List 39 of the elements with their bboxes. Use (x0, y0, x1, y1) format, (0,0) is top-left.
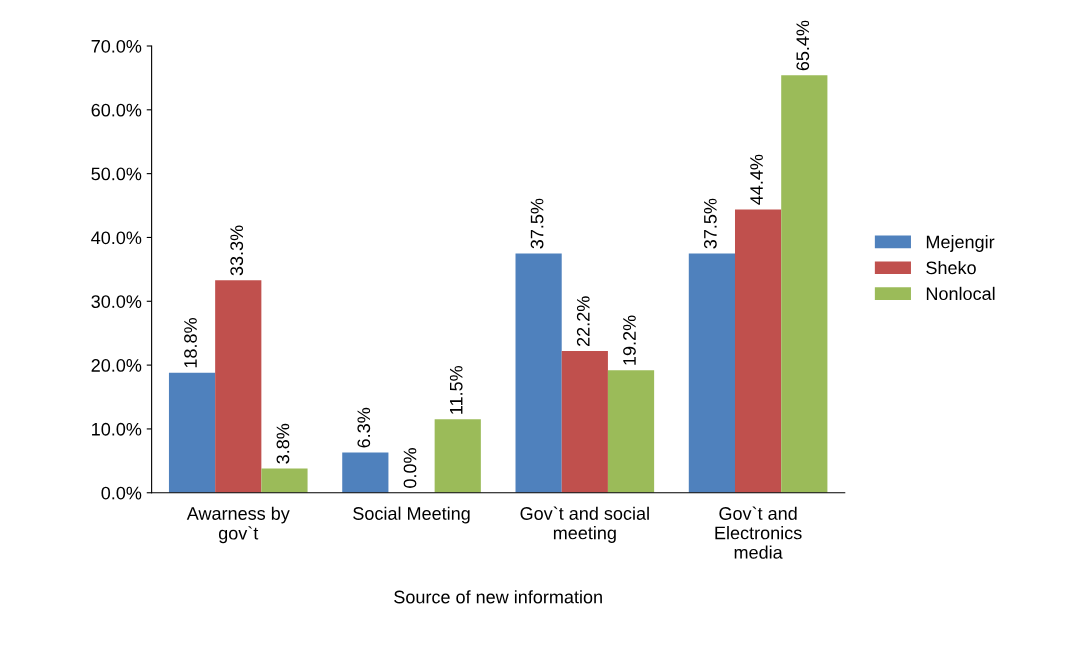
bar (688, 253, 735, 493)
x-tick-label: Gov`t and social meeting (520, 506, 649, 543)
bar (781, 75, 828, 493)
x-axis-title: Source of new information (394, 590, 602, 604)
x-tick-label: Awarness by gov`t (186, 506, 290, 544)
data-label: 6.3% (357, 407, 371, 448)
data-label: 3.8% (276, 423, 290, 464)
bar (607, 370, 655, 493)
x-tick-label: Gov`t and Electronics media (715, 506, 802, 559)
legend-label: Nonlocal (926, 286, 995, 301)
bar (561, 351, 608, 493)
data-label: 37.5% (530, 198, 544, 249)
y-tick-label: 20.0% (91, 359, 142, 372)
bar (261, 468, 308, 493)
data-label: 65.4% (796, 20, 810, 71)
y-tick-label: 30.0% (91, 295, 142, 308)
y-tick-label: 70.0% (91, 39, 142, 53)
bar (215, 280, 262, 493)
data-label: 11.5% (449, 365, 463, 414)
legend-label: Sheko (926, 260, 976, 275)
x-tick-label: Social Meeting (353, 506, 470, 524)
bar (515, 253, 562, 493)
data-label: 33.3% (230, 225, 244, 276)
data-label: 37.5% (703, 198, 717, 249)
y-tick-label: 10.0% (92, 422, 142, 436)
data-label: 19.2% (623, 315, 636, 365)
data-label: 44.4% (750, 154, 763, 205)
y-tick-label: 50.0% (91, 167, 142, 181)
data-label: 18.8% (184, 318, 197, 368)
bar (342, 452, 389, 493)
bar (735, 209, 782, 493)
legend-label: Mejengir (926, 235, 995, 252)
data-label: 0.0% (403, 448, 417, 488)
y-tick-label: 60.0% (91, 103, 142, 117)
bar (434, 419, 481, 493)
bar (168, 372, 216, 493)
y-tick-label: 40.0% (91, 231, 142, 245)
data-label: 22.2% (576, 296, 590, 346)
y-tick-label: 0.0% (101, 486, 142, 500)
